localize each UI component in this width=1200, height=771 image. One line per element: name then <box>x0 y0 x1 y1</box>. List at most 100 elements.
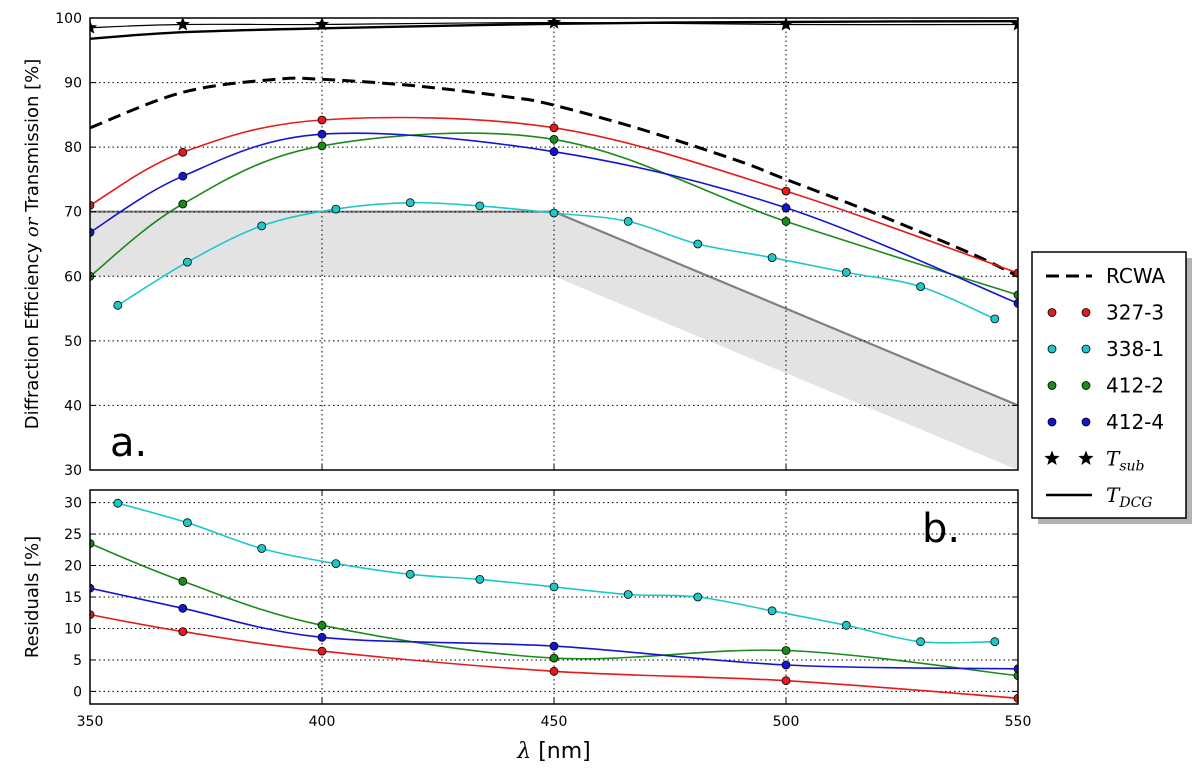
data-point-338-1 <box>990 637 1000 647</box>
data-point-338-1 <box>257 221 267 231</box>
data-point-412-4 <box>781 660 791 670</box>
requirement-band <box>90 211 1018 470</box>
legend-swatch <box>1047 381 1057 390</box>
data-point-412-2 <box>1013 671 1018 681</box>
y-tick-label: 25 <box>64 527 82 543</box>
y-axis-label: Diffraction Efficiency or Transmission [… <box>22 59 43 430</box>
y-tick-label: 0 <box>73 684 82 700</box>
data-point-338-1 <box>841 620 851 630</box>
legend-swatch <box>1047 417 1057 427</box>
legend-swatch <box>1047 308 1057 317</box>
legend-item-327-3: 327-3 <box>1047 301 1164 325</box>
y-tick-label: 15 <box>64 590 82 606</box>
data-point-412-2 <box>178 199 188 209</box>
data-point-338-1 <box>405 569 415 579</box>
legend-label: RCWA <box>1106 264 1166 288</box>
data-point-338-1 <box>990 314 1000 324</box>
data-point-412-4 <box>549 641 559 651</box>
data-point-412-4 <box>90 583 95 593</box>
data-point-327-3 <box>1013 693 1018 703</box>
data-point-338-1 <box>693 592 703 602</box>
data-point-338-1 <box>623 216 633 226</box>
legend-label: 412-4 <box>1106 410 1164 434</box>
data-point-412-4 <box>178 171 188 181</box>
legend-item-412-4: 412-4 <box>1047 410 1164 434</box>
data-point-327-3 <box>178 147 188 157</box>
data-point-338-1 <box>916 282 925 292</box>
data-point-t-sub <box>90 20 98 34</box>
y-tick-label: 10 <box>64 621 82 637</box>
data-point-412-4 <box>317 129 327 139</box>
data-point-412-4 <box>90 228 95 237</box>
data-point-412-4 <box>781 203 791 213</box>
data-point-327-3 <box>317 646 327 656</box>
data-point-412-2 <box>781 646 791 655</box>
data-point-412-2 <box>1013 290 1018 300</box>
legend-item-338-1: 338-1 <box>1047 337 1164 361</box>
data-point-t-sub <box>778 18 794 31</box>
legend-swatch <box>1081 308 1091 317</box>
x-tick-label: 550 <box>1005 714 1032 730</box>
data-point-338-1 <box>549 582 559 592</box>
data-point-412-2 <box>549 653 559 663</box>
data-point-412-2 <box>90 539 95 548</box>
data-point-338-1 <box>767 253 777 263</box>
data-point-t-sub <box>314 18 330 31</box>
y-tick-label: 30 <box>64 496 82 512</box>
legend-label: Tsub <box>1106 447 1145 475</box>
legend-item-412-2: 412-2 <box>1047 374 1164 398</box>
data-point-412-4 <box>178 603 188 613</box>
data-point-412-4 <box>1013 664 1018 674</box>
x-tick-label: 500 <box>773 714 800 730</box>
x-tick-label: 450 <box>541 714 568 730</box>
data-point-327-3 <box>781 186 791 196</box>
data-point-327-3 <box>549 123 559 133</box>
data-point-338-1 <box>475 201 485 211</box>
legend-swatch <box>1078 450 1094 465</box>
panel-label: a. <box>110 420 147 466</box>
data-point-338-1 <box>182 518 192 528</box>
data-point-327-3 <box>317 115 327 125</box>
data-point-t-sub <box>175 18 190 31</box>
data-point-327-3 <box>90 200 95 210</box>
y-tick-label: 5 <box>73 653 82 669</box>
x-tick-label: 350 <box>77 714 104 730</box>
legend-swatch <box>1044 450 1060 465</box>
data-point-412-2 <box>178 576 188 586</box>
series-line-t-dcg <box>90 20 1018 40</box>
panel-b: 0 5 10 15 20 25 30 350 400 450 500 550 Residuals [%]… <box>22 489 1032 764</box>
data-point-412-4 <box>1013 299 1018 308</box>
data-point-338-1 <box>916 637 925 647</box>
y-tick-label: 50 <box>64 334 82 350</box>
y-tick-label: 40 <box>64 398 82 414</box>
data-point-412-4 <box>317 632 327 642</box>
legend-label: TDCG <box>1106 483 1152 511</box>
y-tick-label: 30 <box>64 463 82 479</box>
legend-swatch <box>1047 344 1057 354</box>
data-point-338-1 <box>113 498 123 508</box>
legend-item-rcwa: RCWA <box>1046 264 1166 288</box>
data-point-412-4 <box>549 147 559 157</box>
data-point-338-1 <box>113 300 123 310</box>
series-line-rcwa <box>90 76 1018 278</box>
legend-label: 412-2 <box>1106 374 1164 398</box>
data-point-338-1 <box>182 257 192 267</box>
data-point-327-3 <box>781 676 791 686</box>
data-point-338-1 <box>331 559 341 568</box>
data-point-412-2 <box>781 216 791 226</box>
data-point-327-3 <box>90 610 95 619</box>
legend-box <box>1031 251 1187 519</box>
y-tick-label: 100 <box>55 11 82 27</box>
legend-swatch <box>1081 381 1091 390</box>
data-point-338-1 <box>549 208 559 218</box>
legend-item-t-dcg: TDCG <box>1046 483 1152 511</box>
data-point-412-2 <box>549 134 559 144</box>
legend-label: 338-1 <box>1106 337 1164 361</box>
legend-item-t-sub: Tsub <box>1044 447 1145 475</box>
data-point-338-1 <box>841 267 851 277</box>
y-axis-label: Residuals [%] <box>22 536 43 658</box>
panel-a: 30 40 50 60 70 80 90 100 Diffraction Efficiency … <box>22 11 1019 479</box>
x-tick-label: 400 <box>309 714 336 730</box>
y-tick-label: 20 <box>64 559 82 575</box>
legend-label: 327-3 <box>1106 301 1164 325</box>
